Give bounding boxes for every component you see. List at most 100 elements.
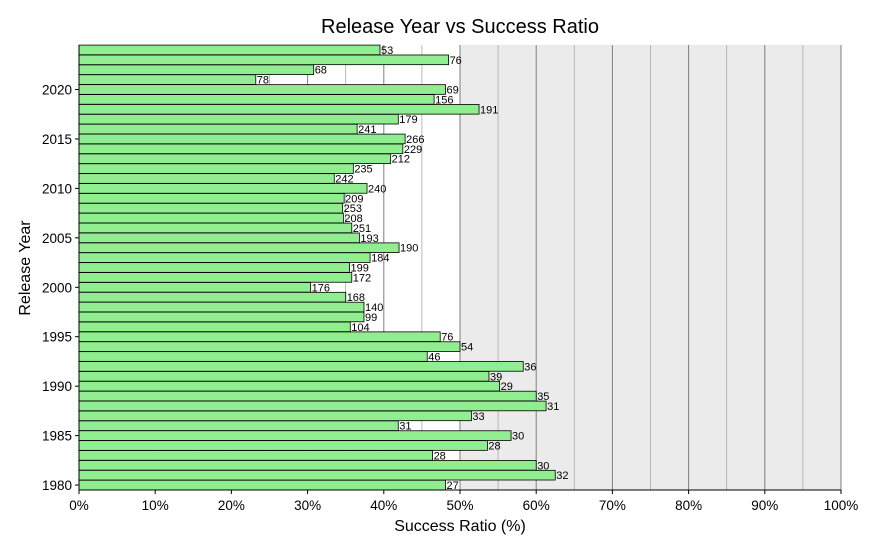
bar-1982	[78, 460, 537, 471]
chart-title: Release Year vs Success Ratio	[321, 16, 599, 38]
data-label-1998: 140	[365, 302, 383, 314]
bar-2007	[78, 212, 344, 224]
y-tick-label: 2000	[42, 280, 72, 295]
data-label-2010: 240	[368, 183, 386, 195]
bar-1984	[78, 440, 488, 451]
data-label-2011: 242	[335, 174, 353, 186]
bar-1995	[78, 331, 441, 342]
data-label-1986: 31	[399, 421, 411, 433]
data-label-1991: 39	[490, 371, 502, 383]
bar-1992	[78, 361, 524, 372]
bar-2006	[78, 222, 353, 234]
bar-1996	[78, 321, 351, 333]
data-label-1994: 54	[461, 342, 473, 354]
x-tick-label: 0%	[69, 498, 89, 513]
bar-2012	[78, 163, 354, 174]
bar-2022	[78, 64, 315, 75]
data-label-1983: 28	[434, 450, 446, 462]
data-label-2002: 199	[351, 263, 369, 275]
data-label-2005: 193	[360, 233, 378, 245]
data-label-2007: 208	[344, 213, 362, 225]
bar-1987	[78, 410, 472, 422]
data-label-1987: 33	[472, 411, 484, 423]
data-label-1997: 99	[365, 312, 377, 324]
y-tick-label: 2010	[42, 181, 72, 196]
bars	[78, 44, 556, 491]
bar-2024	[78, 44, 381, 56]
data-label-2015: 266	[406, 134, 424, 146]
data-label-2023: 76	[450, 55, 462, 67]
data-label-2022: 68	[315, 65, 327, 77]
y-tick-label: 1990	[42, 379, 72, 394]
data-label-2006: 251	[353, 223, 371, 235]
x-tick-label: 90%	[751, 498, 778, 513]
bar-1997	[78, 311, 365, 323]
bar-2011	[78, 173, 335, 184]
bar-2003	[78, 252, 371, 263]
data-label-2003: 184	[371, 253, 389, 265]
bar-2000	[78, 282, 312, 293]
x-axis-title: Success Ratio (%)	[394, 518, 526, 535]
data-label-1981: 32	[556, 470, 568, 482]
y-tick-label: 2005	[42, 231, 72, 246]
data-label-2001: 172	[353, 272, 371, 284]
bar-2014	[78, 143, 404, 155]
data-label-1996: 104	[351, 322, 369, 334]
x-tick-label: 20%	[218, 498, 245, 513]
data-label-1993: 46	[428, 352, 440, 364]
x-tick-label: 70%	[599, 498, 626, 513]
data-label-2018: 191	[480, 104, 498, 116]
bar-1990	[78, 380, 501, 392]
y-tick-label: 2015	[42, 132, 72, 147]
bar-2004	[78, 242, 400, 253]
data-label-1982: 30	[537, 460, 549, 472]
data-label-2014: 229	[404, 144, 422, 156]
data-label-1995: 76	[441, 332, 453, 344]
data-labels: 2732302828303133313529393646547610499140…	[257, 45, 569, 492]
bar-2018	[78, 104, 480, 115]
data-label-2000: 176	[312, 282, 330, 294]
data-label-2012: 235	[354, 164, 372, 176]
x-tick-labels: 0% 10% 20% 30% 40% 50% 60% 70% 80% 90% 100%	[69, 490, 858, 513]
x-tick-label: 100%	[824, 498, 859, 513]
bar-1988	[78, 400, 547, 412]
data-label-2020: 69	[447, 85, 459, 97]
data-label-2008: 253	[344, 203, 362, 215]
y-axis-title: Release Year	[17, 220, 34, 316]
bar-2009	[78, 193, 345, 204]
y-tick-label: 1980	[42, 478, 72, 493]
y-tick-label: 1995	[42, 330, 72, 345]
bar-2010	[78, 183, 368, 194]
data-label-2009: 209	[345, 193, 363, 205]
data-label-2024: 53	[381, 45, 393, 57]
bar-1993	[78, 351, 428, 362]
data-label-2017: 179	[399, 114, 417, 126]
bar-2005	[78, 232, 360, 244]
data-label-1992: 36	[524, 361, 536, 373]
bar-1981	[78, 469, 556, 481]
x-tick-label: 10%	[142, 498, 169, 513]
bar-2002	[78, 262, 350, 273]
x-tick-label: 80%	[675, 498, 702, 513]
bar-1991	[78, 371, 490, 382]
bar-2021	[78, 74, 257, 85]
data-label-1989: 35	[537, 391, 549, 403]
bar-2015	[78, 133, 406, 145]
data-label-1984: 28	[488, 441, 500, 453]
y-tick-labels: 1980 1985 1990 1995 2000 2005 2010 2015 2020	[42, 83, 79, 493]
x-tick-label: 60%	[523, 498, 550, 513]
data-label-1988: 31	[547, 401, 559, 413]
bar-1998	[78, 301, 365, 313]
data-label-2016: 241	[358, 124, 376, 136]
data-label-2019: 156	[435, 94, 453, 106]
x-tick-label: 50%	[446, 498, 473, 513]
data-label-2021: 78	[257, 75, 269, 87]
bar-1980	[78, 479, 446, 491]
y-tick-label: 1985	[42, 429, 72, 444]
bar-1983	[78, 450, 433, 461]
bar-2016	[78, 123, 358, 135]
x-tick-label: 30%	[294, 498, 321, 513]
data-label-2013: 212	[392, 154, 410, 166]
bar-1994	[78, 341, 461, 352]
x-tick-label: 40%	[370, 498, 397, 513]
